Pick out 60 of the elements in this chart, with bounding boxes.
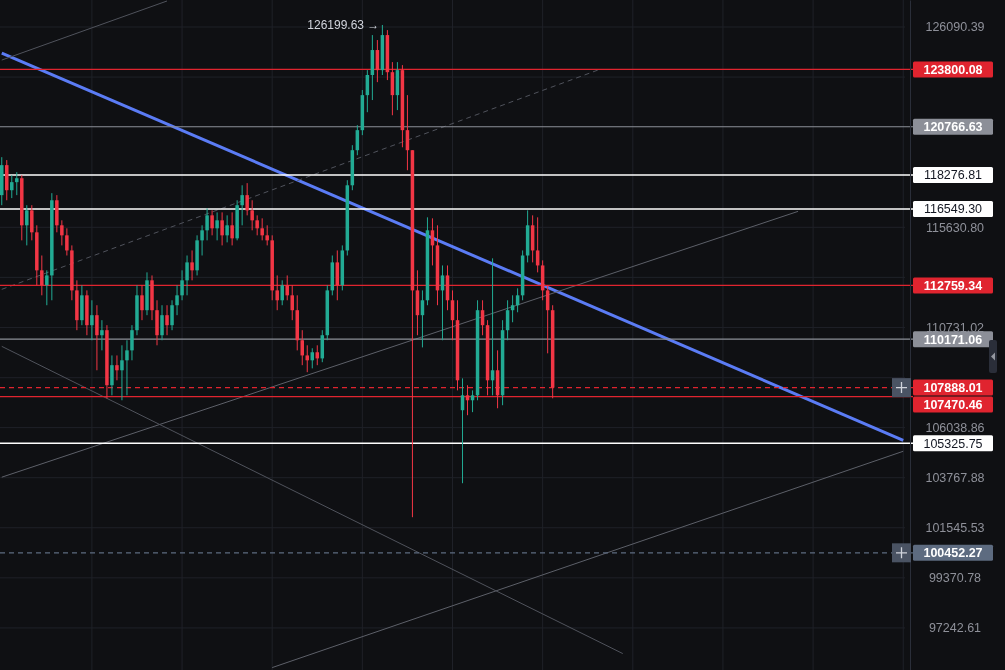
candlestick	[280, 279, 284, 306]
candlestick	[65, 227, 69, 256]
candlestick	[140, 284, 144, 321]
candlestick	[255, 214, 259, 236]
candlestick	[90, 299, 94, 341]
candlestick	[130, 324, 134, 361]
ref-line-label: 110171.06	[923, 332, 983, 347]
candlestick	[210, 209, 214, 236]
candlestick	[60, 219, 64, 246]
candlestick	[165, 304, 169, 336]
ref-line-label: 112759.34	[923, 278, 983, 293]
candlestick	[180, 269, 184, 301]
candlestick	[115, 354, 119, 381]
candlestick	[230, 211, 234, 246]
candlestick	[205, 207, 209, 241]
ref-line-label: 116549.30	[923, 202, 983, 217]
candlestick	[125, 339, 129, 396]
candlestick	[190, 249, 194, 281]
y-tick-label: 99370.78	[928, 571, 982, 586]
ref-line-label: 100452.27	[923, 546, 983, 561]
candlestick	[240, 184, 244, 226]
candlestick	[245, 182, 249, 216]
candlestick	[260, 217, 264, 241]
ref-line-label: 120766.63	[923, 120, 983, 135]
candlestick	[220, 211, 224, 246]
candlestick	[160, 304, 164, 341]
ref-line-label: 118276.81	[923, 168, 983, 183]
candlestick	[25, 204, 29, 246]
candlestick	[170, 299, 174, 331]
candlestick	[215, 211, 219, 241]
annotation: 126199.63 →	[307, 18, 380, 33]
candlestick	[265, 224, 269, 246]
candlestick	[275, 274, 279, 311]
candlestick	[15, 171, 19, 196]
candlestick	[100, 319, 104, 351]
candlestick	[225, 214, 229, 243]
y-tick-label: 103767.88	[925, 471, 985, 486]
candlestick	[110, 354, 114, 396]
candlestick	[200, 224, 204, 256]
candlestick	[185, 254, 189, 296]
candlestick	[250, 199, 254, 231]
y-tick-label: 97242.61	[928, 621, 982, 636]
y-tick-label: 101545.53	[925, 521, 985, 536]
candlestick	[120, 344, 124, 401]
candlestick	[285, 274, 289, 301]
ref-line-label: 107470.46	[923, 398, 983, 412]
ref-line-label: 107888.01	[923, 381, 983, 395]
candlestick	[40, 254, 44, 296]
y-tick-label: 126090.39	[925, 20, 985, 35]
candlestick	[290, 284, 294, 321]
candlestick	[175, 284, 179, 316]
ref-line-label: 105325.75	[923, 436, 983, 451]
candlestick	[30, 204, 34, 241]
ref-line-label: 123800.08	[923, 62, 983, 77]
y-tick-label: 115630.80	[925, 220, 985, 235]
candlestick	[10, 174, 14, 199]
y-tick-label: 106038.86	[925, 421, 985, 436]
candlestick	[45, 269, 49, 306]
candlestick	[95, 304, 99, 371]
candlestick	[300, 329, 304, 366]
